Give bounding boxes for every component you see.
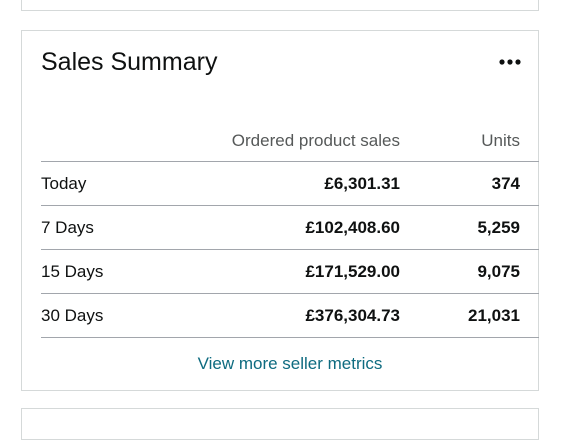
page: Sales Summary Ordered product sales Unit… bbox=[21, 0, 539, 440]
units-value: 21,031 bbox=[468, 306, 520, 325]
sales-value: £376,304.73 bbox=[305, 306, 400, 325]
row-label: 30 Days bbox=[41, 306, 104, 325]
view-more-link[interactable]: View more seller metrics bbox=[197, 354, 383, 373]
card bbox=[21, 0, 539, 11]
divider bbox=[41, 337, 539, 338]
sales-value: £6,301.31 bbox=[324, 174, 400, 193]
divider bbox=[41, 161, 539, 162]
card-title: Sales Summary bbox=[41, 48, 218, 76]
row-label: 7 Days bbox=[41, 218, 94, 237]
divider bbox=[41, 205, 539, 206]
card bbox=[21, 408, 539, 440]
column-header: Units bbox=[481, 131, 520, 150]
sales-value: £171,529.00 bbox=[305, 262, 400, 281]
column-header: Ordered product sales bbox=[231, 131, 400, 150]
units-value: 9,075 bbox=[477, 262, 520, 281]
sales-summary-card bbox=[21, 30, 539, 391]
divider bbox=[41, 249, 539, 250]
row-label: 15 Days bbox=[41, 262, 104, 281]
sales-value: £102,408.60 bbox=[305, 218, 400, 237]
row-label: Today bbox=[41, 174, 87, 193]
divider bbox=[41, 293, 539, 294]
more-menu[interactable] bbox=[498, 58, 522, 66]
units-value: 374 bbox=[491, 174, 520, 193]
units-value: 5,259 bbox=[477, 218, 520, 237]
